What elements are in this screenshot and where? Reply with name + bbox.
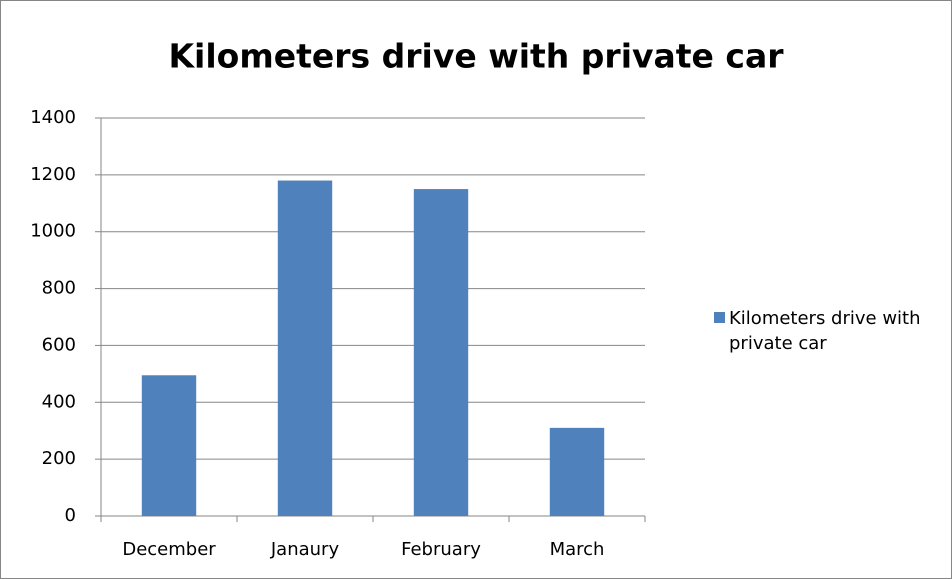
bar bbox=[141, 375, 197, 516]
y-tick-label: 600 bbox=[42, 334, 76, 355]
legend: Kilometers drive with private car bbox=[714, 306, 950, 356]
bar bbox=[277, 180, 333, 517]
legend-swatch bbox=[714, 312, 725, 323]
y-tick-label: 1400 bbox=[30, 107, 76, 128]
y-tick-label: 200 bbox=[42, 448, 76, 469]
x-tick-label: March bbox=[550, 539, 605, 560]
x-tick-label: February bbox=[401, 539, 481, 560]
x-tick-label: December bbox=[122, 539, 216, 560]
y-tick-label: 1000 bbox=[30, 221, 76, 242]
y-tick-label: 1200 bbox=[30, 164, 76, 185]
y-tick-label: 800 bbox=[42, 278, 76, 299]
chart-title: Kilometers drive with private car bbox=[168, 37, 784, 76]
bar bbox=[413, 189, 469, 517]
legend-label: Kilometers drive with private car bbox=[729, 308, 921, 354]
bar bbox=[549, 427, 605, 516]
y-tick-label: 400 bbox=[42, 391, 76, 412]
x-tick-label: Janaury bbox=[270, 539, 340, 560]
y-tick-label: 0 bbox=[65, 505, 76, 526]
